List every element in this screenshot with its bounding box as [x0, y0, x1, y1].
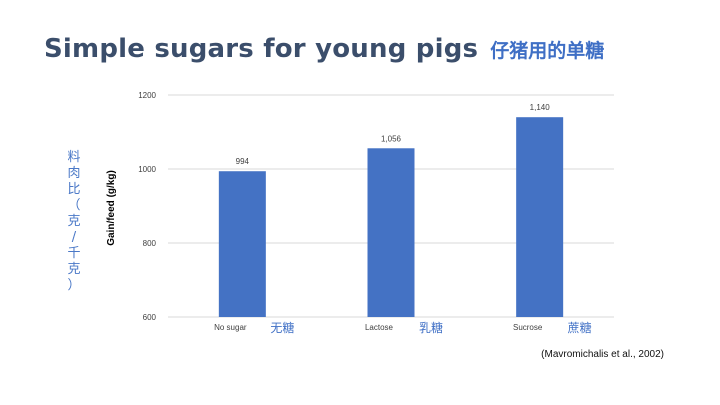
- cn-ylabel-char: 肉: [67, 166, 81, 181]
- chinese-y-axis-label: 料 肉 比 （ 克 / 千 克 ）: [64, 150, 84, 294]
- y-tick-label: 800: [143, 239, 157, 248]
- value-labels: 994 1,056 1,140: [236, 103, 551, 166]
- y-tick-labels: 600 800 1000 1200: [138, 91, 156, 322]
- y-tick-label: 600: [143, 313, 157, 322]
- bar: [516, 117, 564, 317]
- title-chinese: 仔猪用的单糖: [490, 40, 605, 62]
- cn-ylabel-char: 克: [67, 262, 81, 277]
- cn-ylabel-char: 料: [67, 150, 81, 165]
- bar: [218, 171, 266, 317]
- cn-ylabel-char: 克: [67, 214, 81, 229]
- x-tick-label-chinese: 无糖: [270, 320, 294, 335]
- value-label: 1,056: [381, 134, 402, 143]
- y-tick-label: 1200: [138, 91, 156, 100]
- x-tick-label-chinese: 蔗糖: [568, 320, 592, 335]
- x-tick-label: Sucrose: [513, 323, 543, 332]
- cn-ylabel-char: ）: [67, 278, 81, 293]
- value-label: 994: [236, 157, 250, 166]
- title-english: Simple sugars for young pigs: [44, 34, 479, 64]
- citation: (Mavromichalis et al., 2002): [541, 349, 664, 360]
- cn-ylabel-char: （: [67, 198, 81, 213]
- cn-ylabel-char: 千: [67, 246, 81, 261]
- x-tick-label: Lactose: [365, 323, 394, 332]
- cn-ylabel-char: /: [71, 230, 77, 245]
- bars: [218, 117, 564, 317]
- bar: [367, 148, 415, 317]
- x-tick-label: No sugar: [214, 323, 247, 332]
- y-tick-label: 1000: [138, 165, 156, 174]
- y-axis-label: Gain/feed (g/kg): [106, 170, 117, 246]
- x-tick-label-chinese: 乳糖: [419, 320, 443, 335]
- cn-ylabel-char: 比: [67, 182, 81, 197]
- slide-title: Simple sugars for young pigs 仔猪用的单糖: [44, 34, 604, 64]
- x-tick-labels: No sugar 无糖 Lactose 乳糖 Sucrose 蔗糖: [214, 320, 592, 335]
- value-label: 1,140: [530, 103, 551, 112]
